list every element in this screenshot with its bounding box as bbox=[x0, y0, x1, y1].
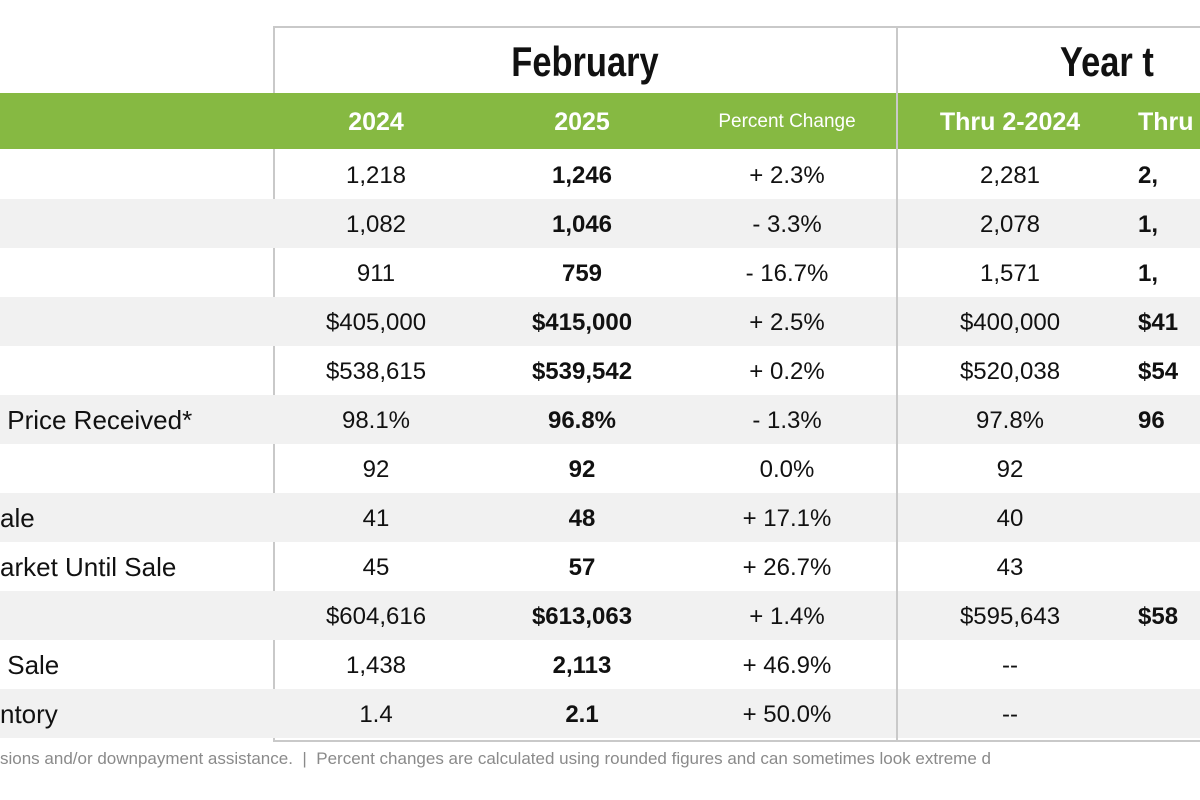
table-row: Price Received* 98.1% 96.8% - 1.3% 97.8% 96 bbox=[0, 395, 1200, 444]
value-2024: 1,438 bbox=[345, 652, 407, 679]
percent-change: 0.0% bbox=[759, 456, 815, 483]
value-ytd-2024: 40 bbox=[996, 505, 1024, 532]
value-ytd-2025: 1, bbox=[1138, 260, 1159, 287]
table-row: Sale 1,438 2,113 + 46.9% -- bbox=[0, 640, 1200, 689]
column-header-percent-change: Percent Change bbox=[718, 111, 856, 132]
value-ytd-2025: $41 bbox=[1138, 309, 1179, 336]
row-label: ale bbox=[0, 503, 35, 533]
table-row: ale 41 48 + 17.1% 40 bbox=[0, 493, 1200, 542]
value-ytd-2024: $520,038 bbox=[959, 358, 1061, 385]
row-label: Price Received* bbox=[0, 405, 193, 435]
value-2025: 48 bbox=[568, 505, 596, 532]
value-2024: $604,616 bbox=[325, 603, 427, 630]
group-header-february: February bbox=[511, 38, 659, 85]
value-ytd-2024: $595,643 bbox=[959, 603, 1061, 630]
value-2025: 92 bbox=[568, 456, 596, 483]
value-ytd-2024: -- bbox=[1002, 701, 1018, 728]
value-ytd-2024: 2,281 bbox=[979, 162, 1041, 189]
table-row: $538,615 $539,542 + 0.2% $520,038 $54 bbox=[0, 346, 1200, 395]
table-row: 911 759 - 16.7% 1,571 1, bbox=[0, 248, 1200, 297]
value-ytd-2024: 92 bbox=[996, 456, 1024, 483]
value-ytd-2024: 1,571 bbox=[979, 260, 1041, 287]
value-ytd-2025: $54 bbox=[1138, 358, 1179, 385]
value-2024: 911 bbox=[356, 260, 396, 287]
value-2025: 96.8% bbox=[547, 407, 617, 434]
value-ytd-2025 bbox=[1138, 493, 1200, 542]
column-header-2024: 2024 bbox=[348, 108, 404, 136]
percent-change: + 1.4% bbox=[749, 603, 825, 630]
row-label: ntory bbox=[0, 699, 58, 729]
column-header-thru-2-2024: Thru 2-2024 bbox=[939, 108, 1081, 136]
row-label: Sale bbox=[0, 650, 60, 680]
value-ytd-2025: $58 bbox=[1138, 603, 1179, 630]
value-2025: $415,000 bbox=[531, 309, 633, 336]
value-2025: 759 bbox=[561, 260, 603, 287]
value-ytd-2024: 2,078 bbox=[979, 211, 1041, 238]
value-ytd-2025: 2, bbox=[1138, 162, 1159, 189]
percent-change: + 50.0% bbox=[742, 701, 832, 728]
table-row: arket Until Sale 45 57 + 26.7% 43 bbox=[0, 542, 1200, 591]
value-2024: 41 bbox=[362, 505, 390, 532]
footnote: sions and/or downpayment assistance. | P… bbox=[0, 749, 991, 768]
value-2025: 1,246 bbox=[551, 162, 613, 189]
column-header-thru-2-2025: Thru bbox=[1138, 108, 1194, 136]
table-row: $604,616 $613,063 + 1.4% $595,643 $58 bbox=[0, 591, 1200, 640]
value-ytd-2024: 43 bbox=[996, 554, 1024, 581]
value-ytd-2025 bbox=[1138, 640, 1200, 689]
percent-change: + 2.3% bbox=[749, 162, 825, 189]
value-2025: 1,046 bbox=[551, 211, 613, 238]
value-ytd-2025 bbox=[1138, 689, 1200, 738]
value-2025: 57 bbox=[568, 554, 596, 581]
row-label: arket Until Sale bbox=[0, 552, 177, 582]
value-2025: $539,542 bbox=[531, 358, 633, 385]
value-2025: 2,113 bbox=[552, 652, 612, 679]
percent-change: - 1.3% bbox=[752, 407, 822, 434]
table-row: $405,000 $415,000 + 2.5% $400,000 $41 bbox=[0, 297, 1200, 346]
value-2024: $405,000 bbox=[325, 309, 427, 336]
value-2024: 92 bbox=[362, 456, 390, 483]
percent-change: + 0.2% bbox=[749, 358, 825, 385]
value-2024: 45 bbox=[362, 554, 390, 581]
table-row: 92 92 0.0% 92 bbox=[0, 444, 1200, 493]
value-ytd-2025: 1, bbox=[1138, 211, 1159, 238]
percent-change: + 26.7% bbox=[742, 554, 832, 581]
value-2024: 1,082 bbox=[345, 211, 407, 238]
percent-change: + 46.9% bbox=[742, 652, 832, 679]
table-row: 1,218 1,246 + 2.3% 2,281 2, bbox=[0, 150, 1200, 199]
value-ytd-2025 bbox=[1138, 444, 1200, 493]
percent-change: + 17.1% bbox=[742, 505, 832, 532]
value-2025: $613,063 bbox=[531, 603, 633, 630]
percent-change: - 16.7% bbox=[745, 260, 829, 287]
value-ytd-2024: -- bbox=[1002, 652, 1018, 679]
table-row: 1,082 1,046 - 3.3% 2,078 1, bbox=[0, 199, 1200, 248]
column-divider bbox=[896, 26, 898, 740]
value-2024: 1,218 bbox=[345, 162, 407, 189]
value-2024: $538,615 bbox=[325, 358, 427, 385]
percent-change: - 3.3% bbox=[752, 211, 822, 238]
value-ytd-2024: $400,000 bbox=[959, 309, 1061, 336]
value-2024: 1.4 bbox=[359, 701, 393, 728]
table-frame bbox=[273, 26, 1200, 742]
column-header-bar bbox=[0, 93, 1200, 149]
value-ytd-2025 bbox=[1138, 542, 1200, 591]
column-header-2025: 2025 bbox=[554, 108, 610, 136]
value-2024: 98.1% bbox=[341, 407, 411, 434]
group-header-ytd: Year t bbox=[1060, 38, 1154, 85]
value-ytd-2024: 97.8% bbox=[975, 407, 1045, 434]
value-ytd-2025: 96 bbox=[1138, 407, 1165, 434]
percent-change: + 2.5% bbox=[749, 309, 825, 336]
value-2025: 2.1 bbox=[565, 701, 599, 728]
table-row: ntory 1.4 2.1 + 50.0% -- bbox=[0, 689, 1200, 738]
